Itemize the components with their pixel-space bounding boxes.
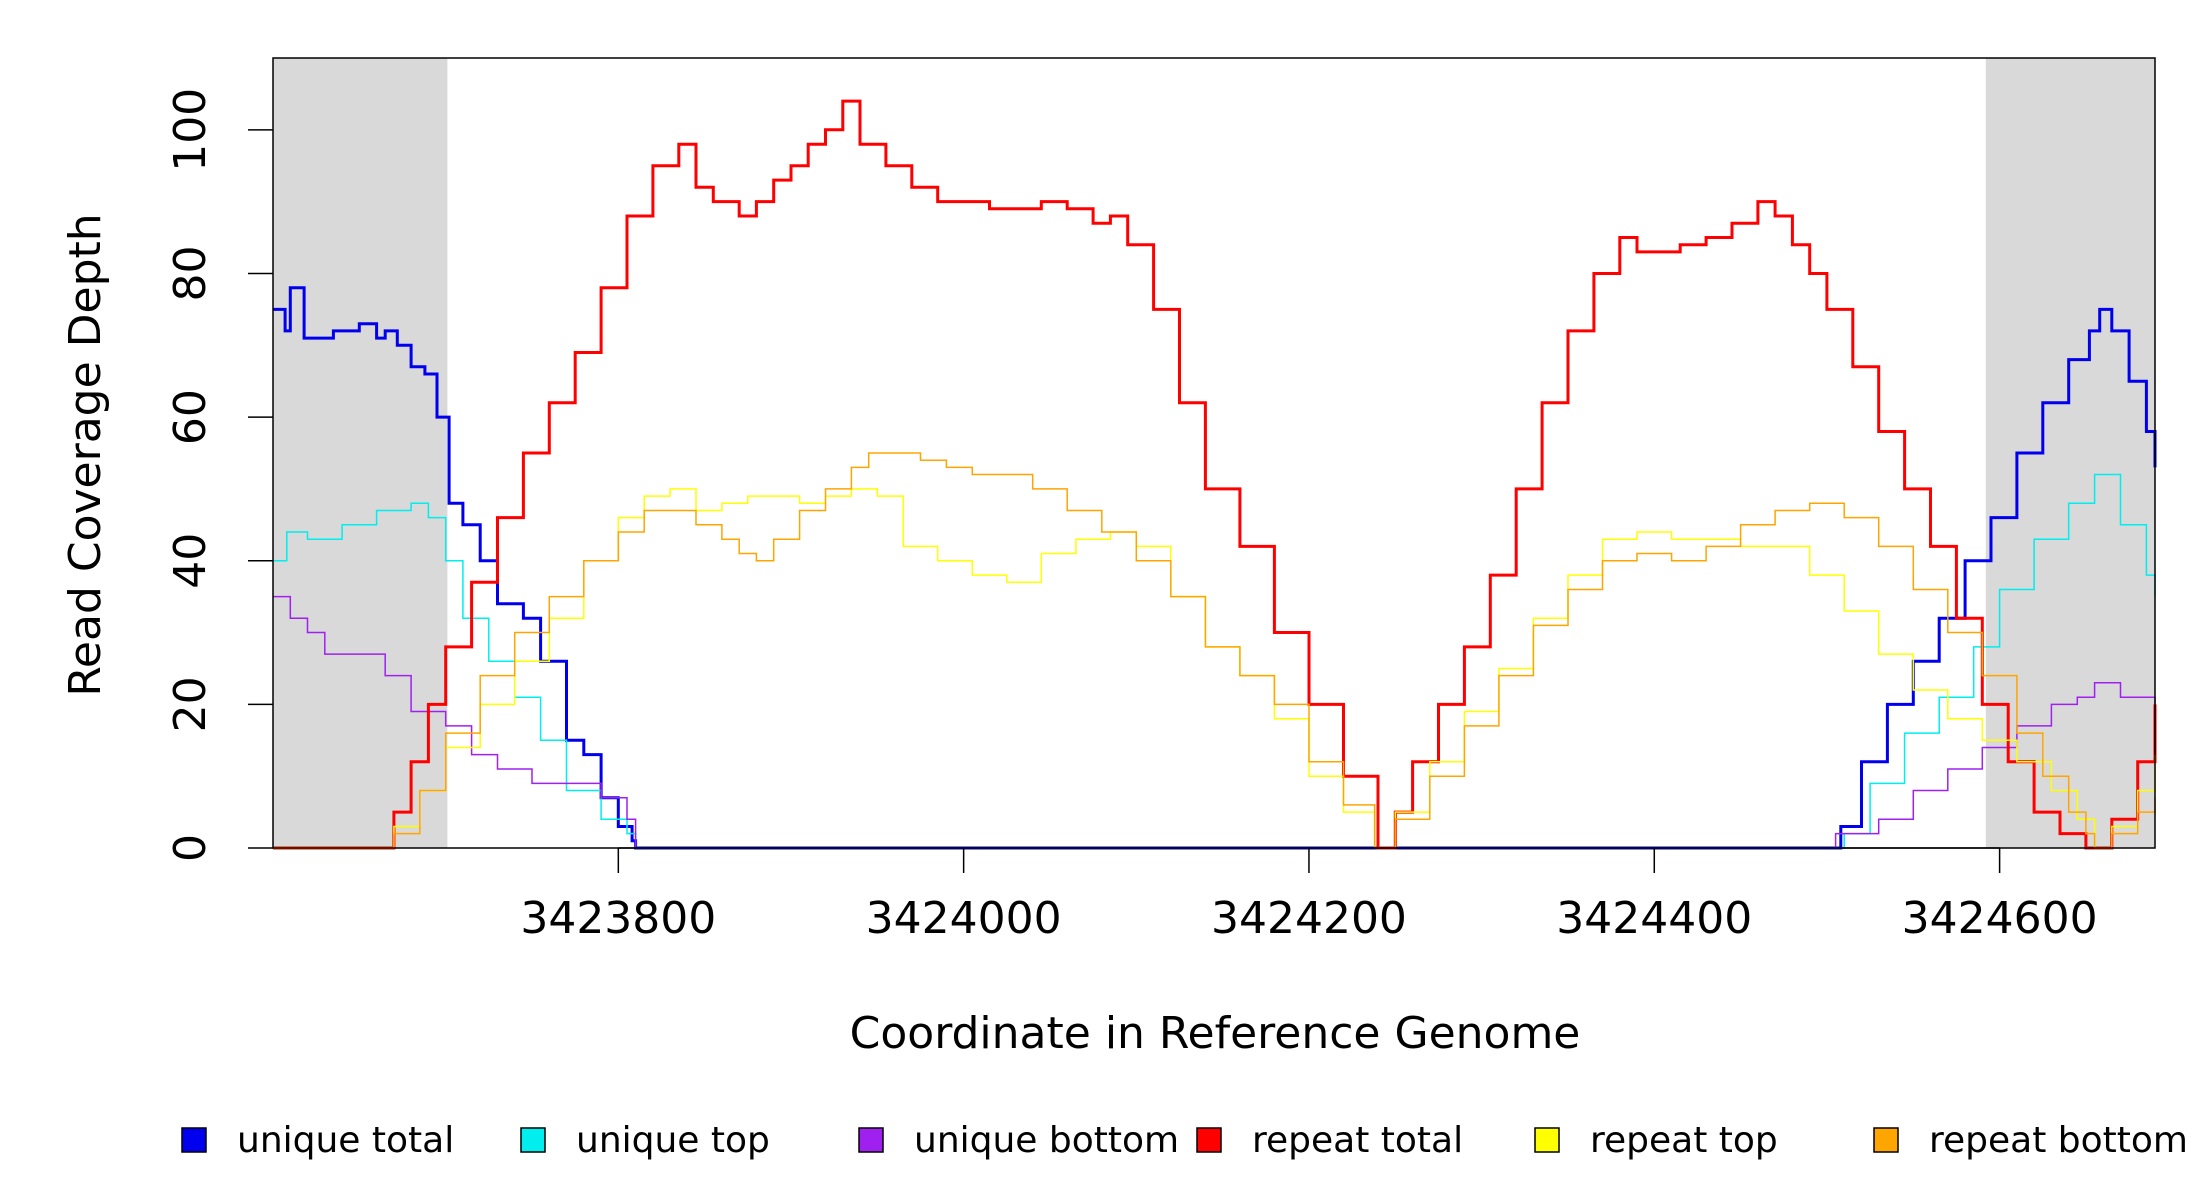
legend-label: repeat bottom [1929,1120,2188,1161]
x-tick-label: 3424000 [866,893,1062,944]
y-tick-label: 40 [165,533,216,589]
y-axis-label: Read Coverage Depth [60,213,111,696]
series-line-unique-top [273,473,2156,849]
y-axis: 0 20 40 60 80 100 [165,88,273,862]
x-axis: 3423800 3424000 3424200 3424400 3424600 [520,847,2098,944]
series-line-unique-total [273,286,2157,850]
legend-label: unique top [576,1120,770,1161]
x-tick-label: 3424200 [1211,893,1407,944]
x-tick-label: 3423800 [520,893,716,944]
legend-label: repeat total [1252,1120,1463,1161]
x-tick-label: 3424600 [1902,893,2098,944]
plot-frame [272,57,2156,849]
legend: unique total unique top unique bottom repea… [181,1120,2188,1161]
legend-label: unique bottom [914,1120,1179,1161]
legend-label: repeat top [1590,1120,1778,1161]
series-line-repeat-top [273,488,2156,849]
x-tick-label: 3424400 [1556,893,1752,944]
legend-swatch [1196,1127,1222,1153]
shaded-regions [273,58,2155,848]
y-tick-label: 80 [165,245,216,301]
shaded-region-1 [1985,58,2155,848]
legend-swatch [1534,1127,1560,1153]
shaded-region-0 [273,58,448,848]
series-lines [273,99,2157,850]
legend-swatch [520,1127,546,1153]
series-line-repeat-bottom [273,452,2156,849]
legend-label: unique total [237,1120,454,1161]
y-tick-label: 0 [165,834,216,862]
legend-swatch [858,1127,884,1153]
y-tick-label: 20 [165,676,216,732]
legend-swatch [181,1127,207,1153]
series-line-repeat-total [273,99,2157,850]
y-tick-label: 60 [165,389,216,445]
x-axis-label: Coordinate in Reference Genome [850,1008,1581,1059]
y-tick-label: 100 [165,88,216,172]
series-line-unique-bottom [273,595,2156,849]
legend-swatch [1873,1127,1899,1153]
